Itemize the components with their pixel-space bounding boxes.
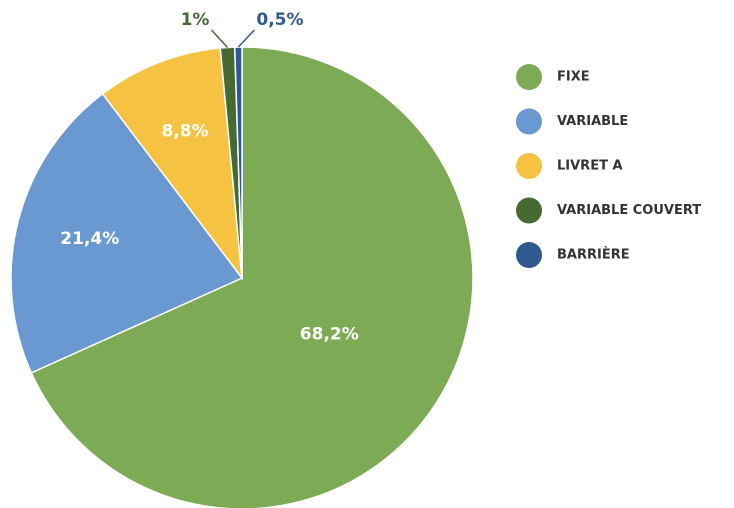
data-label: 1% bbox=[181, 10, 210, 30]
pie-slice bbox=[10, 92, 244, 374]
data-label: 68,2% bbox=[300, 324, 359, 344]
pie-slice bbox=[101, 47, 243, 281]
legend-swatch bbox=[516, 153, 542, 179]
data-label: 21,4% bbox=[60, 229, 119, 249]
data-label: 0,5% bbox=[256, 10, 303, 30]
legend-swatch bbox=[516, 242, 542, 268]
legend-label: FIXE bbox=[557, 70, 590, 85]
legend-swatch bbox=[516, 197, 542, 224]
legend-label: LIVRET A bbox=[557, 159, 623, 174]
legend-swatch bbox=[516, 108, 542, 135]
pie-slice bbox=[30, 46, 474, 508]
legend-label: VARIABLE bbox=[557, 114, 628, 129]
legend-label: VARIABLE COUVERT bbox=[557, 203, 701, 218]
legend-swatch bbox=[516, 64, 542, 90]
leader-line bbox=[210, 29, 229, 48]
legend-label: BARRIÈRE bbox=[557, 247, 630, 263]
data-label: 8,8% bbox=[161, 122, 208, 142]
leader-line bbox=[237, 29, 255, 48]
